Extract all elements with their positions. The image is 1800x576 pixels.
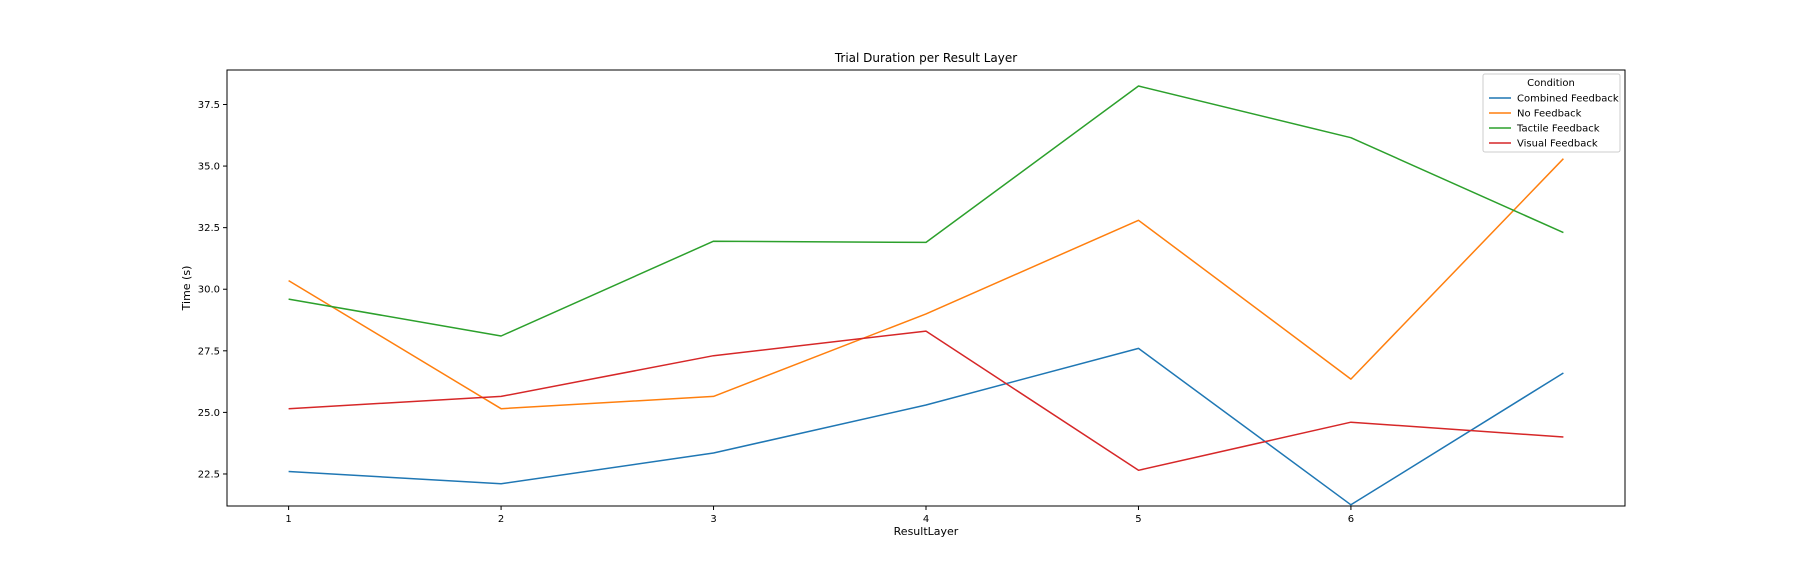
y-tick-label: 32.5	[198, 223, 220, 234]
chart-title: Trial Duration per Result Layer	[834, 51, 1017, 65]
x-axis-label: ResultLayer	[894, 525, 959, 538]
legend-label: Tactile Feedback	[1516, 124, 1600, 135]
y-tick-label: 35.0	[198, 162, 220, 173]
series-line-2	[288, 85, 1564, 337]
x-tick-label: 1	[285, 514, 291, 525]
plot-area	[226, 69, 1626, 507]
y-axis: 22.5 25.0 27.5 30.0 32.5 35.0 37.5	[198, 100, 227, 480]
series-line-1	[288, 158, 1564, 410]
x-tick-label: 4	[923, 514, 929, 525]
series-line-0	[288, 347, 1564, 506]
y-tick-label: 27.5	[198, 346, 220, 357]
y-tick-label: 22.5	[198, 469, 220, 480]
x-tick-label: 3	[710, 514, 716, 525]
legend-label: Visual Feedback	[1517, 139, 1598, 150]
series-lines	[288, 85, 1564, 506]
legend-title: Condition	[1527, 78, 1575, 89]
y-tick-label: 25.0	[198, 408, 220, 419]
legend: Condition Combined Feedback No Feedback Ta…	[1482, 73, 1621, 153]
x-tick-label: 6	[1348, 514, 1354, 525]
legend-label: Combined Feedback	[1517, 94, 1619, 105]
legend-box	[1482, 73, 1621, 153]
legend-label: No Feedback	[1517, 109, 1582, 120]
series-line-3	[288, 330, 1564, 472]
x-axis: 1 2 3 4 5 6	[285, 506, 1354, 525]
x-tick-label: 5	[1135, 514, 1141, 525]
y-tick-label: 30.0	[198, 285, 220, 296]
x-tick-label: 2	[498, 514, 504, 525]
y-tick-label: 37.5	[198, 100, 220, 111]
y-axis-label: Time (s)	[180, 266, 193, 312]
